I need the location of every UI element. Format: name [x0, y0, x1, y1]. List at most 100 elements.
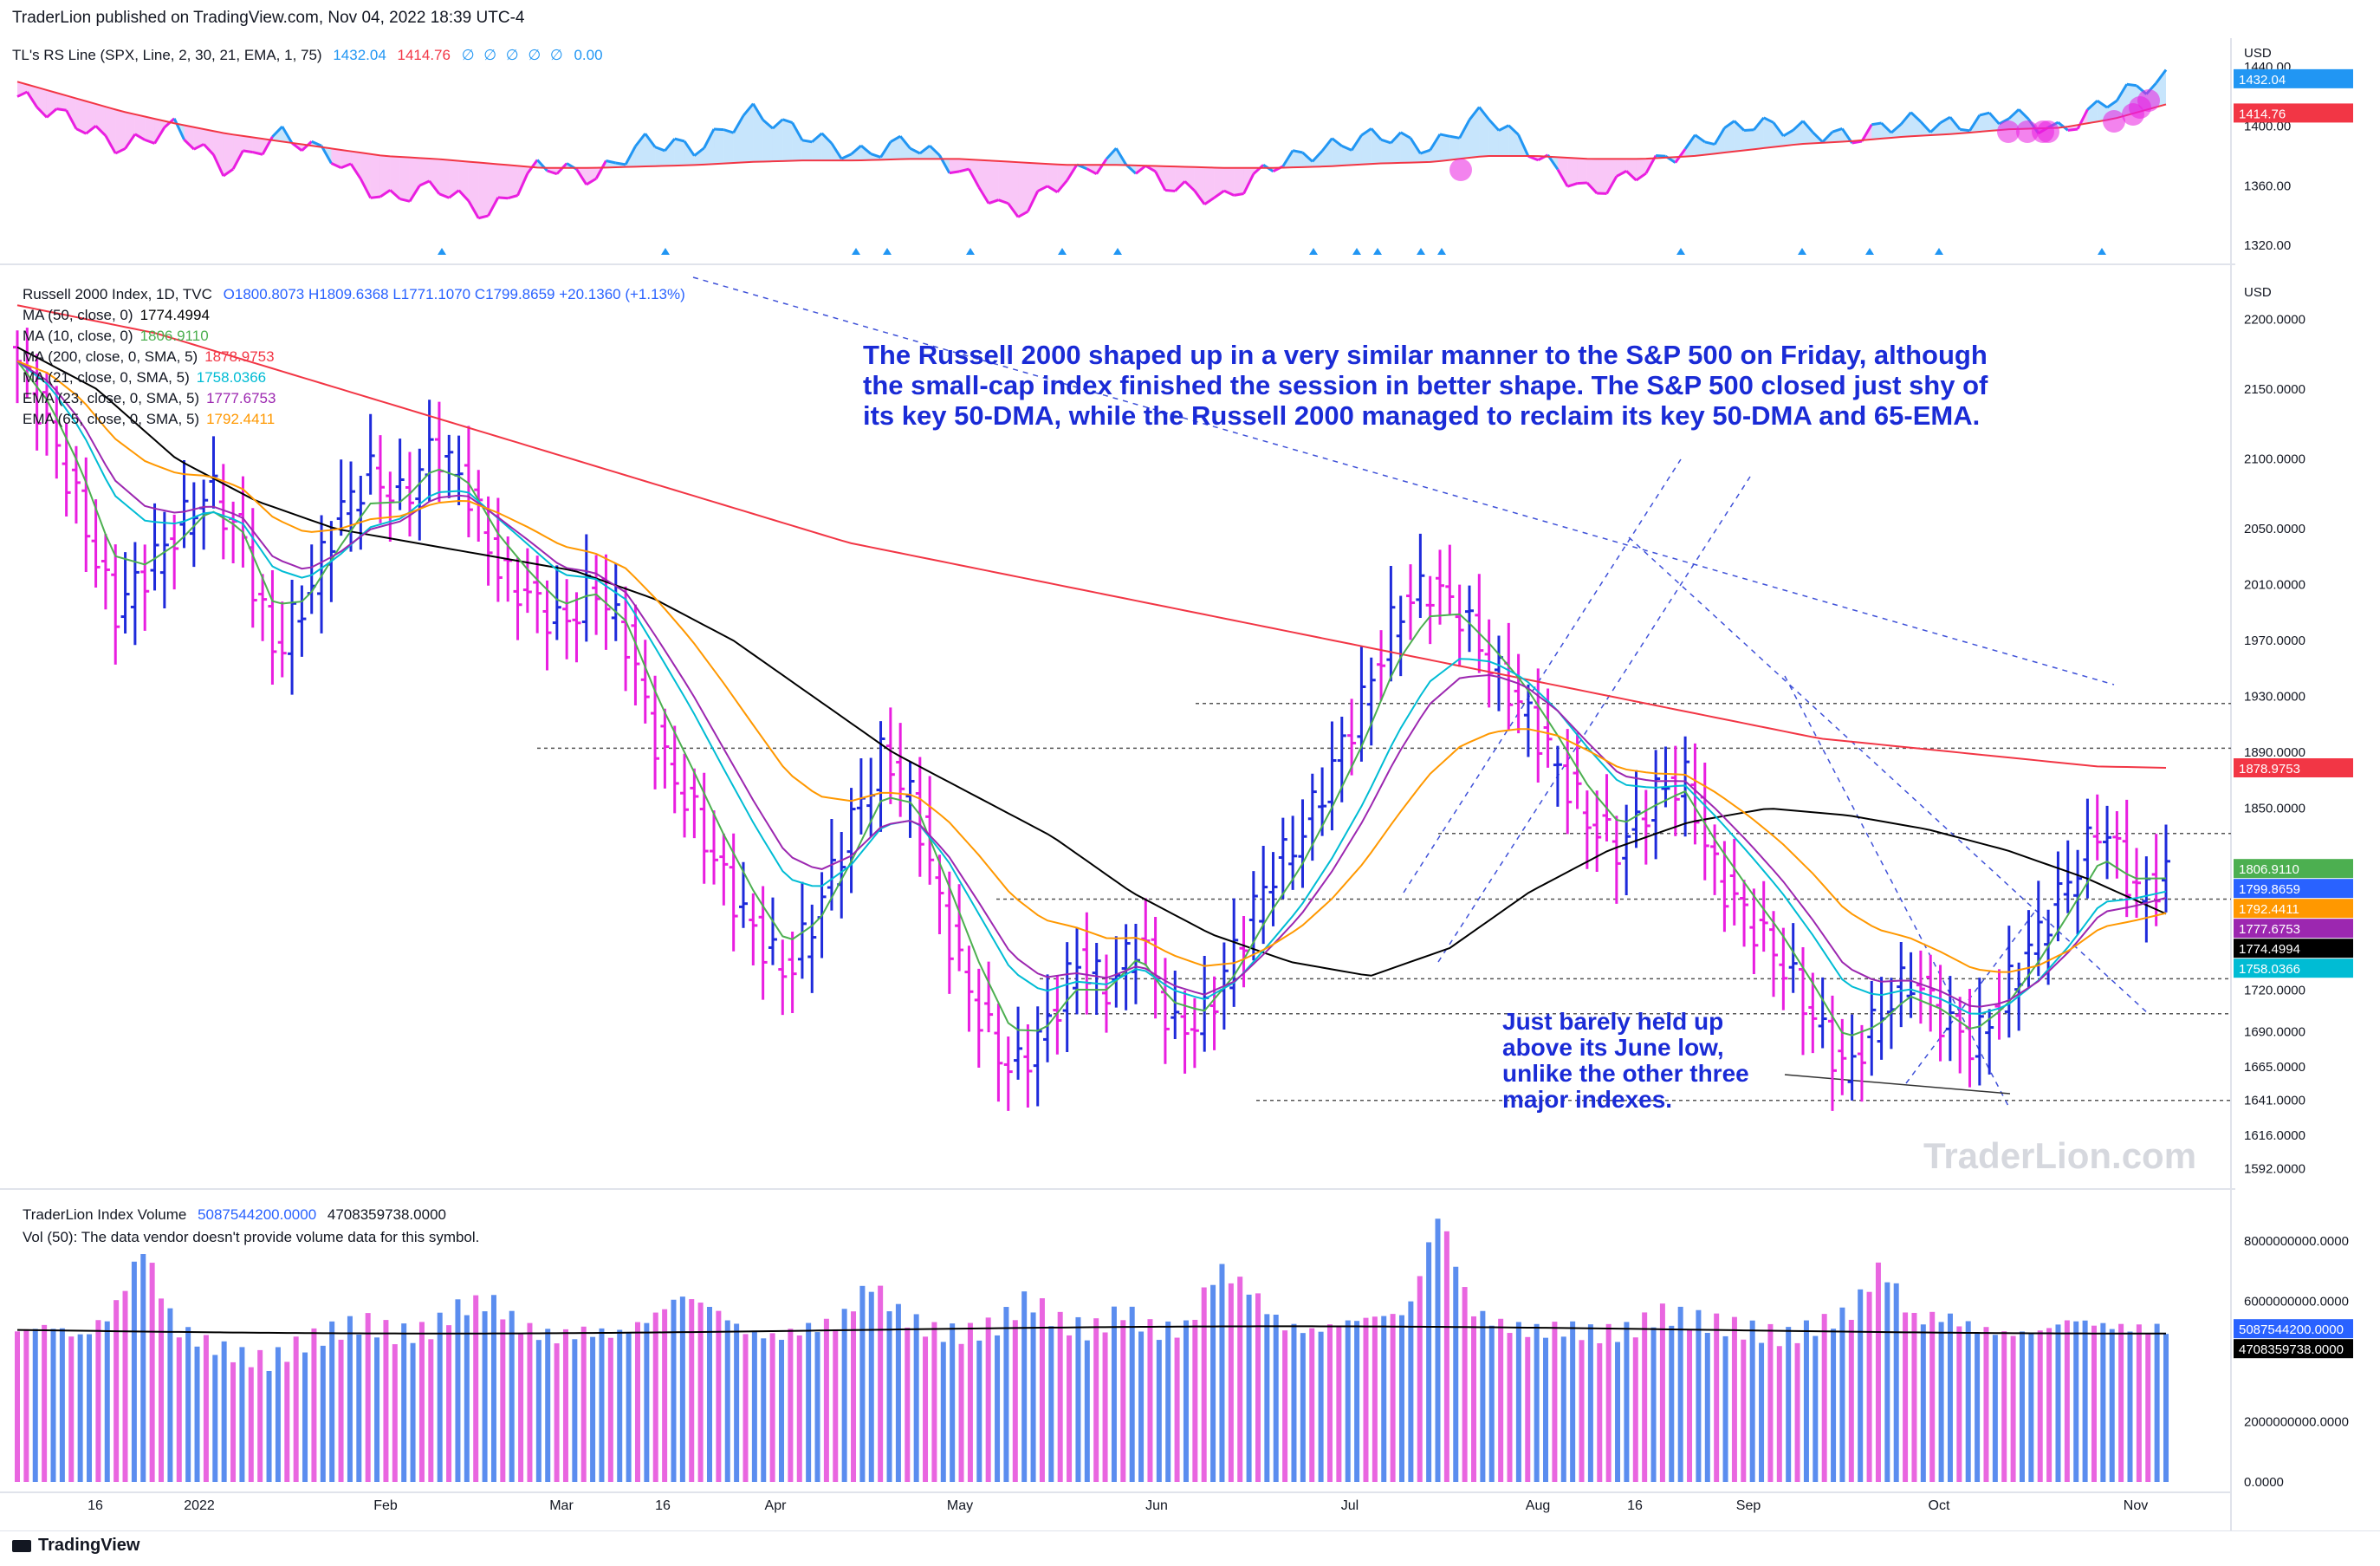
rs-signal-marker	[1798, 248, 1806, 255]
volume-bar	[527, 1323, 532, 1482]
volume-bar	[1732, 1317, 1737, 1482]
volume-bar	[1399, 1316, 1404, 1482]
volume-bar	[1633, 1337, 1638, 1482]
volume-bar	[779, 1340, 784, 1482]
volume-bar	[132, 1262, 137, 1482]
volume-bar	[572, 1339, 577, 1482]
volume-bar	[230, 1362, 236, 1482]
june-low-line-1: Just barely held up	[1502, 1009, 1749, 1035]
ma-50-line	[17, 348, 2166, 976]
rs-fill-segment	[1234, 168, 1243, 196]
ma-legend-value: 1792.4411	[206, 411, 275, 427]
rs-legend[interactable]: TL's RS Line (SPX, Line, 2, 30, 21, EMA,…	[12, 47, 603, 64]
time-axis-label: 16	[655, 1498, 671, 1513]
volume-bar	[2020, 1331, 2025, 1482]
rs-fill-segment	[802, 140, 812, 160]
volume-bar	[473, 1296, 478, 1482]
volume-bar	[2046, 1328, 2052, 1482]
volume-bar	[1274, 1315, 1279, 1482]
price-axis-tick: 2150.0000	[2244, 382, 2305, 397]
volume-bar	[78, 1335, 83, 1482]
rs-fill-segment	[498, 164, 508, 198]
ma-10-line	[17, 361, 2166, 1036]
rs-signal-marker	[1935, 248, 1943, 255]
rs-line-segment	[2068, 129, 2078, 130]
volume-bar	[1588, 1324, 1593, 1482]
volume-bar	[1570, 1322, 1575, 1482]
volume-bar	[1453, 1267, 1458, 1482]
price-legend[interactable]: Russell 2000 Index, 1D, TVC O1800.8073 H…	[23, 286, 685, 428]
june-low-annotation: Just barely held up above its June low, …	[1502, 1009, 1749, 1113]
volume-note: Vol (50): The data vendor doesn't provid…	[23, 1229, 479, 1246]
volume-bar	[1606, 1324, 1612, 1482]
volume-bar	[1939, 1322, 1944, 1482]
volume-bar	[905, 1328, 910, 1482]
volume-bar	[1642, 1312, 1647, 1482]
volume-bar	[2137, 1324, 2142, 1482]
rs-fill-segment	[723, 130, 733, 164]
rs-line-segment	[2127, 84, 2137, 86]
rs-fill-segment	[1597, 159, 1606, 193]
volume-legend[interactable]: TraderLion Index Volume 5087544200.0000 …	[23, 1206, 479, 1246]
volume-bar	[1867, 1292, 1872, 1482]
volume-bar	[1534, 1324, 1540, 1482]
price-axis-tag-label: 1774.4994	[2239, 942, 2300, 957]
volume-bar	[1013, 1320, 1018, 1482]
volume-bar	[276, 1347, 281, 1482]
volume-bar	[2145, 1333, 2150, 1482]
rs-legend-value-2: 1414.76	[398, 47, 451, 63]
rs-line-segment	[1960, 129, 1969, 131]
rs-fill-segment	[793, 123, 802, 161]
price-axis-tick: 1970.0000	[2244, 634, 2305, 648]
volume-bar	[2118, 1324, 2124, 1482]
volume-bar	[995, 1335, 1000, 1482]
volume-bar	[869, 1292, 874, 1482]
volume-bar	[1723, 1336, 1728, 1482]
volume-bar	[1336, 1326, 1341, 1482]
rs-signal-marker	[1865, 248, 1874, 255]
volume-bar	[1372, 1316, 1378, 1482]
volume-bar	[1058, 1312, 1063, 1482]
volume-bar	[1075, 1317, 1080, 1482]
volume-bar	[1552, 1322, 1557, 1482]
volume-bar	[1408, 1302, 1413, 1482]
volume-bar	[284, 1361, 289, 1482]
volume-bar	[1354, 1321, 1359, 1482]
volume-bar	[1489, 1326, 1495, 1482]
rs-signal-marker	[1309, 248, 1318, 255]
tradingview-logo[interactable]: TradingView	[12, 1536, 139, 1556]
volume-bar	[545, 1329, 550, 1482]
price-axis-tag-label: 1432.04	[2239, 73, 2286, 88]
volume-bar	[321, 1346, 326, 1482]
volume-bar	[123, 1291, 128, 1482]
volume-bar	[23, 1329, 29, 1482]
volume-bar	[1130, 1307, 1135, 1482]
volume-bar	[878, 1286, 883, 1482]
ma-legend-value: 1878.9753	[204, 348, 274, 365]
volume-bar	[113, 1300, 119, 1482]
volume-bar	[1669, 1326, 1674, 1482]
volume-bar	[1192, 1320, 1197, 1482]
price-axis-tag-label: 1806.9110	[2239, 862, 2299, 877]
volume-bar	[2028, 1334, 2033, 1482]
rs-legend-value-6: ∅	[528, 47, 541, 63]
volume-bar	[1471, 1316, 1476, 1482]
chart-canvas[interactable]: USD1440.001400.001360.001320.001432.0414…	[0, 38, 2380, 1530]
price-axis-tag-label: 1878.9753	[2239, 762, 2300, 777]
rs-legend-value-3: ∅	[462, 47, 475, 63]
volume-bar	[1067, 1335, 1072, 1482]
volume-bar	[1184, 1321, 1189, 1482]
volume-bar	[554, 1343, 560, 1482]
rs-signal-marker	[1676, 248, 1685, 255]
volume-bar	[626, 1333, 632, 1482]
volume-bar	[249, 1368, 254, 1482]
volume-bar	[1462, 1287, 1468, 1482]
rs-line-segment	[1234, 194, 1243, 196]
volume-bar	[887, 1311, 892, 1482]
rs-fill-segment	[782, 120, 792, 161]
rs-line-segment	[1656, 156, 1665, 157]
rs-line-segment	[1871, 123, 1881, 125]
time-axis-label: Aug	[1526, 1498, 1550, 1513]
volume-bar	[1678, 1307, 1683, 1482]
